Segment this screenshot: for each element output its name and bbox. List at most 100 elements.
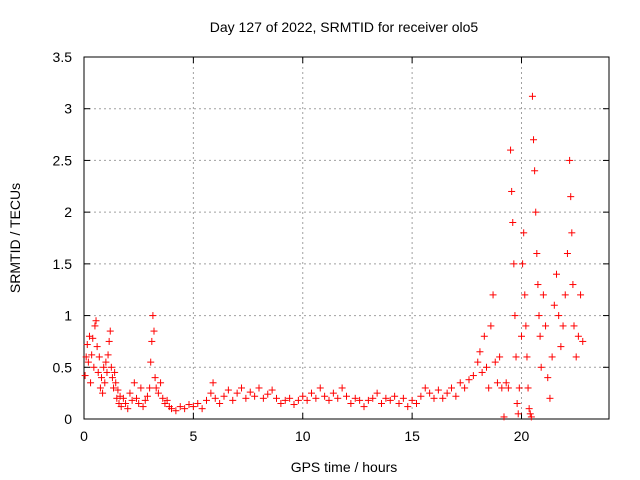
data-point — [535, 312, 543, 320]
data-point — [364, 396, 372, 404]
x-tick-label: 0 — [80, 428, 88, 444]
data-point — [168, 405, 175, 413]
data-point — [207, 389, 215, 397]
data-point — [147, 358, 155, 366]
x-tick-label: 5 — [189, 428, 197, 444]
data-point — [360, 403, 368, 411]
data-point — [203, 396, 210, 404]
x-axis-label: GPS time / hours — [291, 459, 398, 475]
data-point — [128, 396, 136, 404]
data-point — [546, 394, 554, 402]
data-point — [264, 390, 272, 398]
data-point — [334, 394, 342, 402]
data-point — [159, 394, 167, 402]
data-point — [220, 392, 228, 400]
data-point — [112, 379, 120, 387]
data-point — [185, 401, 193, 409]
data-point — [351, 394, 359, 402]
data-point — [303, 396, 311, 404]
data-point — [532, 208, 540, 216]
data-point — [550, 301, 558, 309]
data-point — [474, 358, 482, 366]
y-tick-label: 3 — [64, 101, 72, 117]
data-point — [520, 229, 528, 237]
data-point — [92, 317, 100, 325]
data-point — [246, 388, 254, 396]
data-point — [557, 343, 565, 351]
data-point — [277, 399, 285, 407]
plot-frame — [83, 56, 610, 420]
data-point — [421, 384, 429, 392]
data-point — [524, 384, 532, 392]
data-point — [391, 392, 399, 400]
data-point — [273, 394, 280, 402]
data-point — [172, 407, 180, 415]
data-point — [96, 384, 104, 392]
data-point — [150, 327, 158, 335]
data-point — [413, 399, 420, 407]
data-point — [530, 136, 538, 144]
x-tick-label: 15 — [404, 428, 420, 444]
data-point — [151, 374, 159, 382]
data-point — [135, 399, 143, 407]
y-tick-label: 0 — [64, 411, 72, 427]
data-point — [404, 403, 412, 411]
data-point — [88, 351, 96, 359]
data-point — [426, 389, 434, 397]
data-point — [382, 394, 390, 402]
data-point — [325, 396, 333, 404]
data-point — [378, 399, 385, 407]
data-point — [434, 386, 442, 394]
data-point — [386, 396, 394, 404]
data-point — [98, 374, 105, 382]
data-point — [194, 399, 202, 407]
y-tick-label: 0.5 — [53, 359, 73, 375]
data-point — [347, 399, 355, 407]
data-point — [522, 322, 530, 330]
data-point — [514, 410, 522, 418]
data-point — [299, 392, 307, 400]
data-point — [108, 374, 116, 382]
data-point — [119, 394, 127, 402]
data-point — [224, 386, 232, 394]
data-point — [259, 394, 267, 402]
data-point — [268, 386, 276, 394]
data-point — [229, 396, 237, 404]
data-point — [502, 379, 510, 387]
data-point — [157, 379, 165, 387]
data-point — [577, 291, 585, 299]
data-point — [104, 351, 112, 359]
data-point — [465, 376, 473, 384]
data-point — [281, 396, 289, 404]
data-point — [452, 392, 460, 400]
data-point — [574, 332, 582, 340]
data-point — [356, 396, 364, 404]
data-point — [312, 394, 320, 402]
data-point — [533, 250, 541, 258]
data-point — [568, 229, 576, 237]
data-point — [99, 389, 107, 397]
data-point — [528, 92, 536, 100]
data-point — [570, 322, 578, 330]
data-point — [469, 372, 477, 380]
y-tick-label: 2 — [64, 204, 72, 220]
y-tick-label: 1.5 — [53, 256, 73, 272]
data-point — [511, 312, 519, 320]
data-point — [512, 353, 520, 361]
data-point — [373, 389, 381, 397]
data-point — [548, 353, 556, 361]
data-point — [369, 394, 377, 402]
data-point — [137, 384, 145, 392]
data-point — [526, 410, 534, 418]
data-point — [500, 413, 508, 421]
chart-title: Day 127 of 2022, SRMTID for receiver olo… — [210, 19, 479, 35]
data-point — [537, 363, 545, 371]
data-point — [90, 363, 98, 371]
data-point — [338, 384, 346, 392]
data-point — [103, 368, 111, 376]
data-point — [148, 337, 156, 345]
data-point — [124, 405, 132, 413]
data-point — [395, 399, 403, 407]
data-point — [523, 353, 531, 361]
